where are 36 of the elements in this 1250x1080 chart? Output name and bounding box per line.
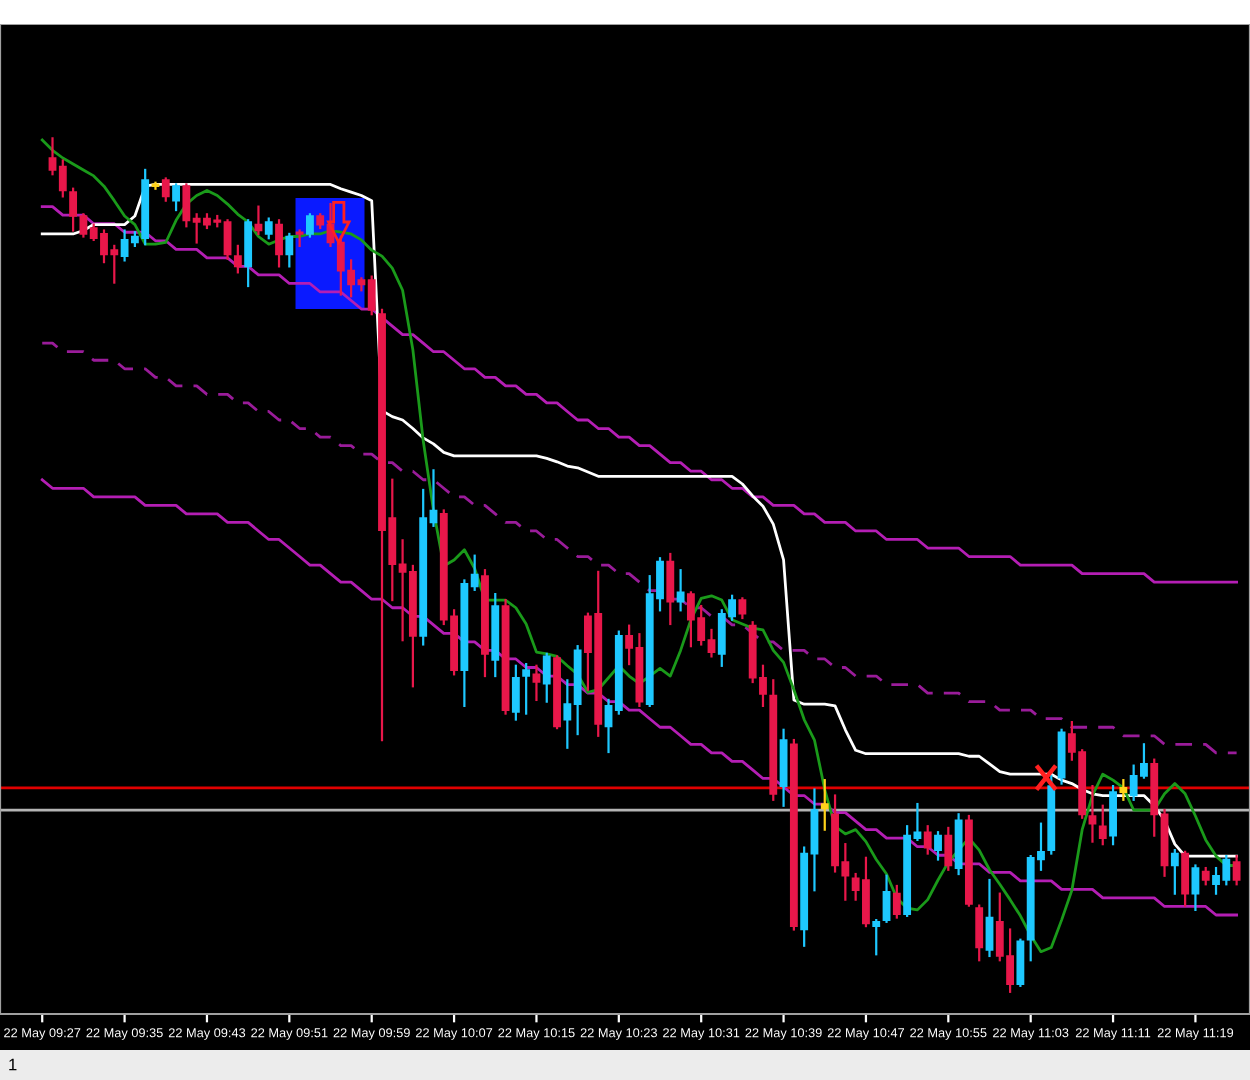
text: 1: [9, 1058, 17, 1071]
candlestick: [511, 664, 520, 721]
candlestick: [522, 662, 531, 715]
candlestick: [975, 904, 984, 962]
candlestick: [233, 244, 242, 274]
candlestick: [923, 825, 932, 855]
candlestick: [1232, 855, 1241, 886]
candlestick: [820, 779, 829, 831]
candlestick: [532, 664, 541, 702]
candlestick: [676, 569, 685, 612]
candlestick: [1098, 804, 1107, 846]
candlestick: [779, 728, 788, 807]
candlestick: [161, 177, 170, 202]
candlestick: [1016, 938, 1025, 987]
candlestick: [172, 183, 180, 212]
candlestick: [1119, 779, 1128, 801]
candlestick: [666, 552, 675, 626]
candlestick: [1109, 785, 1117, 846]
candlestick: [1170, 849, 1179, 895]
candlestick: [1191, 864, 1200, 911]
candlestick: [285, 232, 294, 268]
candlestick: [944, 826, 953, 871]
candlestick: [892, 884, 901, 919]
candlestick: [985, 878, 994, 958]
candlestick: [934, 831, 942, 861]
candlestick: [738, 597, 747, 620]
candlestick: [954, 813, 963, 876]
candlestick: [1181, 850, 1190, 907]
candlestick: [542, 652, 551, 703]
candlestick: [882, 874, 891, 923]
candlestick: [306, 213, 314, 238]
candlestick: [244, 219, 253, 288]
candlestick: [275, 219, 283, 268]
candlestick: [872, 919, 881, 956]
candlestick: [1088, 785, 1097, 843]
candlestick: [264, 217, 273, 240]
